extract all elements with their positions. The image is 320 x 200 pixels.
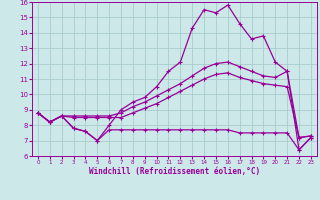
X-axis label: Windchill (Refroidissement éolien,°C): Windchill (Refroidissement éolien,°C) xyxy=(89,167,260,176)
